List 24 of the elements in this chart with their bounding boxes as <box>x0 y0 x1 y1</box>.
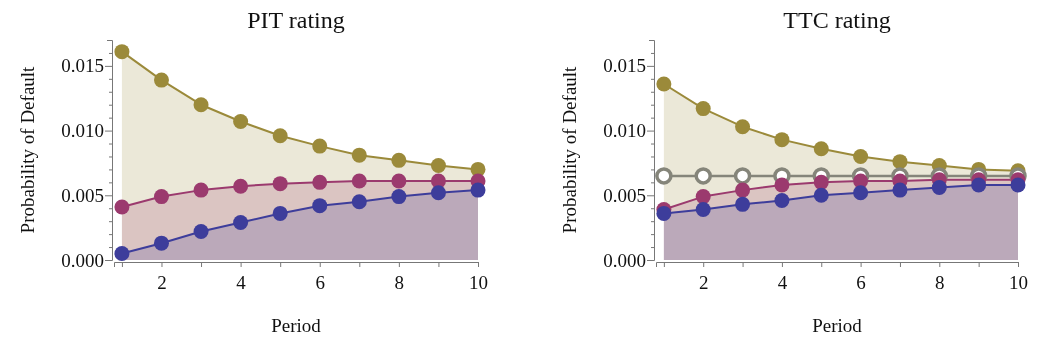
y-tick-label: 0.010 <box>603 120 646 142</box>
y-tick-label: 0.015 <box>61 55 104 77</box>
y-tick-label: 0.000 <box>603 249 646 271</box>
y-axis-title: Probability of Default <box>17 65 38 234</box>
y-tick-label: 0.015 <box>603 55 646 77</box>
x-tick-label: 6 <box>315 272 325 293</box>
y-axis-title: Probability of Default <box>559 65 580 234</box>
x-tick-label: 6 <box>856 272 866 293</box>
x-tick-label: 10 <box>1009 272 1028 293</box>
y-tick-label: 0.000 <box>61 249 104 271</box>
chart-title: PIT rating <box>247 7 345 33</box>
y-tick-label: 0.005 <box>61 184 104 206</box>
x-axis-title: Period <box>812 315 863 336</box>
x-tick-label: 2 <box>157 272 167 293</box>
y-tick-label: 0.005 <box>603 184 646 206</box>
x-tick-label: 8 <box>935 272 945 293</box>
x-tick-label: 8 <box>394 272 405 293</box>
x-tick-label: 10 <box>469 272 488 293</box>
chart-title: TTC rating <box>783 7 891 33</box>
x-tick-label: 4 <box>777 272 788 293</box>
y-tick-label: 0.010 <box>61 120 104 142</box>
x-axis-title: Period <box>271 315 322 336</box>
x-tick-label: 4 <box>236 272 247 293</box>
x-tick-label: 2 <box>698 272 709 293</box>
